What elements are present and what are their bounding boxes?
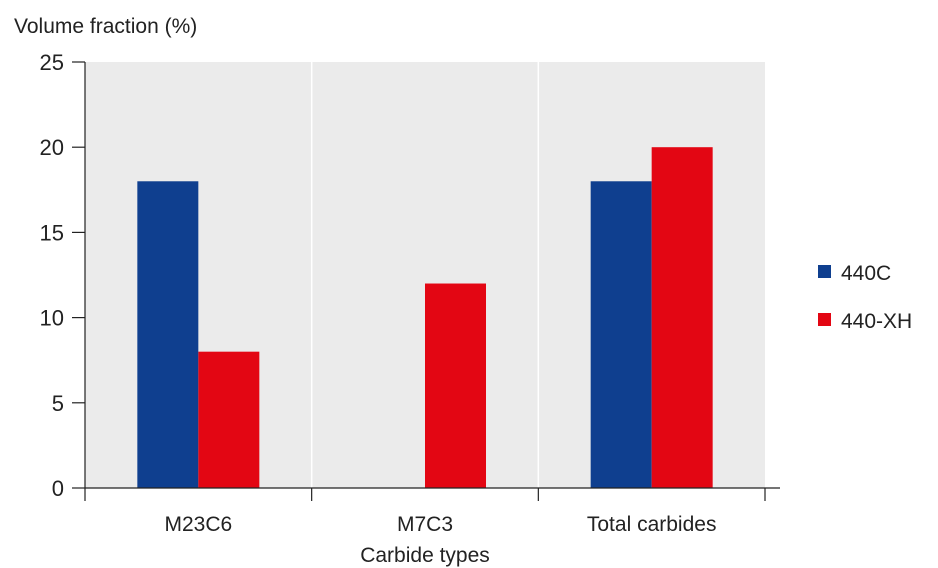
bar-440C-Total carbides [590, 181, 652, 488]
legend-label-440C: 440C [841, 262, 891, 285]
axes [84, 62, 780, 501]
y-ticks: 0 5 10 15 20 25 [40, 50, 85, 501]
x-axis-title: Carbide types [360, 544, 490, 567]
y-tick-label: 0 [52, 476, 64, 501]
bar-440-XH-M23C6 [198, 351, 260, 488]
legend-label-440-XH: 440-XH [841, 310, 912, 333]
bar-440-XH-Total carbides [651, 147, 713, 488]
gridlines [310, 62, 540, 488]
legend: 440C 440-XH [818, 262, 912, 333]
x-category-labels: M23C6 M7C3 Total carbides [164, 513, 716, 536]
legend-swatch-440-XH [818, 313, 831, 326]
x-category-label: M7C3 [397, 513, 453, 536]
bar-440C-M23C6 [137, 181, 199, 488]
y-tick-label: 15 [40, 220, 64, 245]
legend-swatch-440C [818, 265, 831, 278]
y-tick-label: 5 [52, 391, 64, 416]
y-tick-label: 10 [40, 306, 64, 331]
y-tick-label: 20 [40, 135, 64, 160]
y-tick-label: 25 [40, 50, 64, 75]
x-category-label: M23C6 [164, 513, 232, 536]
y-axis-title: Volume fraction (%) [14, 15, 197, 38]
bar-440-XH-M7C3 [425, 283, 486, 488]
bars [137, 147, 713, 488]
x-category-label: Total carbides [587, 513, 717, 536]
